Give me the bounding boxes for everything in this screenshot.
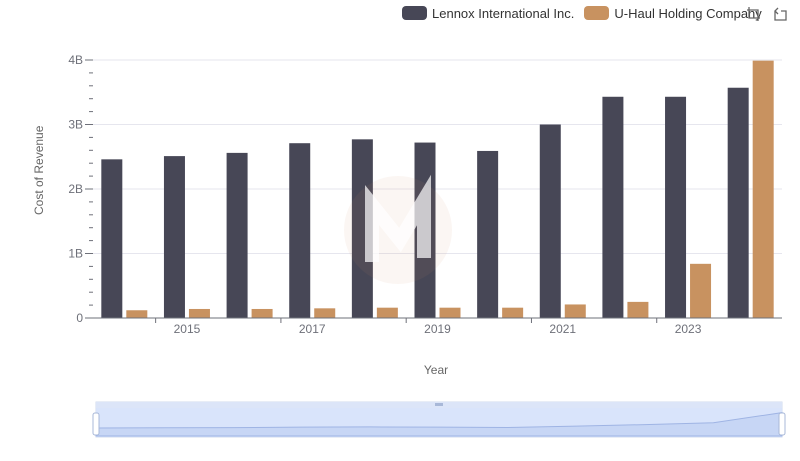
- bar-uhaul: [314, 308, 336, 318]
- x-axis-title: Year: [423, 363, 449, 377]
- zoom-handle-right[interactable]: [778, 412, 786, 436]
- zoom-preview-line: [95, 412, 783, 437]
- x-tick-label: 2023: [675, 322, 702, 336]
- x-tick-label: 2017: [299, 322, 326, 336]
- bar-uhaul: [752, 60, 774, 319]
- bar-uhaul: [690, 263, 712, 318]
- watermark-logo: [344, 174, 452, 284]
- toolbox: [746, 6, 798, 22]
- y-axis: 0 1B 2B 3B 4B: [68, 53, 93, 325]
- zoom-grip[interactable]: [435, 403, 443, 406]
- bar-uhaul: [564, 304, 586, 318]
- legend-label-lennox: Lennox International Inc.: [432, 5, 575, 21]
- x-axis: 2015 2017 2019 2021 2023: [93, 317, 782, 336]
- y-tick-label: 1B: [68, 247, 83, 261]
- zoom-handle-left[interactable]: [92, 412, 100, 436]
- y-tick-label: 0: [76, 311, 83, 325]
- bars: [101, 60, 774, 319]
- restore-icon[interactable]: [772, 6, 788, 22]
- bar-lennox: [665, 96, 687, 318]
- bar-uhaul: [126, 310, 148, 318]
- bar-uhaul: [439, 307, 461, 318]
- y-tick-label: 4B: [68, 53, 83, 67]
- bar-lennox: [539, 124, 561, 318]
- x-tick-label: 2019: [424, 322, 451, 336]
- legend-item-uhaul[interactable]: U-Haul Holding Company: [584, 5, 762, 21]
- legend-swatch-lennox: [402, 6, 427, 20]
- bar-lennox: [289, 143, 311, 318]
- x-tick-label: 2021: [549, 322, 576, 336]
- bar-lennox: [226, 152, 248, 318]
- bar-lennox: [101, 159, 123, 318]
- bar-lennox: [727, 87, 749, 318]
- zoom-icon[interactable]: [746, 6, 762, 22]
- bar-lennox: [163, 156, 185, 318]
- bar-uhaul: [188, 308, 210, 318]
- legend-item-lennox[interactable]: Lennox International Inc.: [402, 6, 574, 21]
- bar-uhaul: [376, 307, 398, 318]
- bar-uhaul: [251, 308, 273, 318]
- data-zoom-slider[interactable]: [92, 401, 786, 438]
- bar-lennox: [477, 150, 499, 318]
- legend-swatch-uhaul: [584, 6, 610, 20]
- legend: Lennox International Inc. U-Haul Holding…: [402, 3, 772, 23]
- y-tick-label: 2B: [68, 182, 83, 196]
- bar-lennox: [602, 96, 624, 318]
- x-tick-label: 2015: [174, 322, 201, 336]
- bar-uhaul: [502, 307, 524, 318]
- legend-label-uhaul: U-Haul Holding Company: [614, 5, 762, 21]
- y-tick-label: 3B: [68, 118, 83, 132]
- y-axis-title: Cost of Revenue: [32, 125, 46, 215]
- bar-uhaul: [627, 301, 649, 318]
- bar-lennox: [351, 139, 373, 318]
